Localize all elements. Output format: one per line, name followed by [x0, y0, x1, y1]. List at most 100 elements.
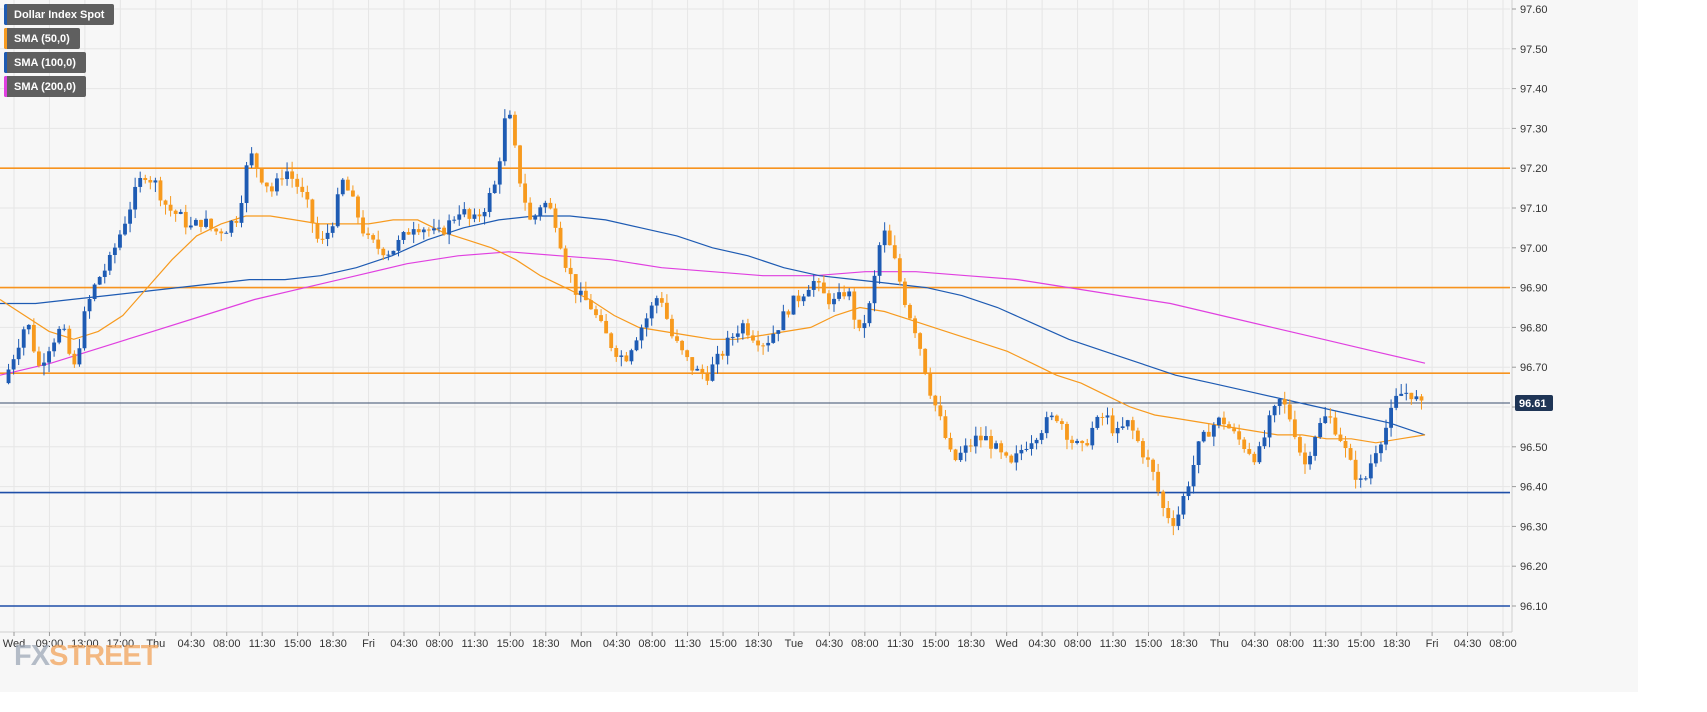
x-tick-label: Thu — [1210, 638, 1229, 650]
candle-body — [827, 293, 831, 305]
candle-body — [1080, 440, 1085, 444]
candle-body — [973, 435, 978, 447]
candle-body — [664, 302, 669, 319]
candle-body — [1303, 452, 1307, 465]
x-tick-label: 15:00 — [922, 638, 950, 650]
candles — [6, 109, 1424, 536]
candle-body — [943, 416, 948, 438]
x-tick-label: Fri — [362, 638, 375, 650]
legend-swatch — [4, 76, 7, 97]
candle-body — [209, 218, 214, 229]
candle-body — [670, 318, 674, 337]
candle-body — [193, 219, 198, 226]
candle-body — [1201, 431, 1206, 442]
candle-body — [1196, 441, 1201, 465]
legend-item-sma-200[interactable]: SMA (200,0) — [4, 76, 86, 97]
candle-body — [619, 355, 624, 357]
sma-200-line — [0, 251, 1426, 376]
candle-body — [766, 342, 771, 346]
candle-body — [107, 254, 112, 271]
candle-body — [730, 336, 735, 338]
x-tick-label: 18:30 — [957, 638, 985, 650]
candle-body — [325, 232, 330, 239]
candle-body — [1379, 444, 1383, 454]
candle-body — [1409, 392, 1414, 400]
candle-body — [305, 191, 310, 200]
candle-body — [837, 292, 841, 299]
candle-body — [649, 305, 654, 319]
candle-body — [1095, 416, 1100, 428]
candle-body — [158, 180, 163, 201]
x-tick-label: Wed — [995, 638, 1017, 650]
candle-body — [376, 239, 381, 249]
candle-body — [568, 267, 573, 275]
candle-body — [118, 234, 122, 248]
candle-body — [204, 218, 208, 227]
candle-body — [254, 153, 259, 169]
candle-body — [138, 177, 143, 187]
candle-body — [426, 229, 431, 231]
candle-body — [219, 231, 224, 234]
candle-body — [42, 362, 46, 366]
candle-body — [573, 274, 578, 295]
candle-body — [1328, 416, 1333, 418]
candle-body — [502, 118, 507, 162]
candle-body — [989, 435, 993, 449]
candle-body — [523, 183, 528, 203]
candle-body — [877, 245, 882, 276]
candle-body — [695, 368, 700, 371]
x-tick-label: 04:30 — [603, 638, 631, 650]
y-tick-label: 96.80 — [1520, 322, 1548, 334]
candle-body — [1211, 425, 1216, 437]
candle-body — [1166, 507, 1171, 519]
legend-item-sma-50[interactable]: SMA (50,0) — [4, 28, 80, 49]
candle-body — [168, 204, 173, 211]
candle-body — [188, 225, 193, 228]
candle-body — [320, 238, 325, 240]
candle-body — [11, 359, 16, 370]
candle-body — [1247, 449, 1252, 454]
candle-body — [1373, 453, 1378, 464]
grid-lines — [0, 0, 1510, 632]
y-tick-label: 96.20 — [1520, 561, 1548, 573]
candle-body — [1368, 463, 1373, 479]
candle-body — [1090, 427, 1095, 446]
candle-body — [1075, 440, 1080, 444]
sma-lines — [0, 215, 1426, 444]
candle-body — [133, 186, 138, 210]
candle-body — [214, 228, 219, 232]
candle-body — [16, 347, 21, 360]
candle-body — [1054, 415, 1059, 422]
candle-body — [62, 328, 67, 330]
candle-body — [1156, 471, 1161, 492]
x-tick-label: 08:00 — [638, 638, 666, 650]
current-price-tag: 96.61 — [1515, 395, 1553, 412]
candle-body — [295, 178, 300, 187]
candle-body — [816, 281, 821, 283]
candle-body — [675, 336, 679, 341]
candle-body — [928, 373, 933, 396]
legend-item-dollar-index[interactable]: Dollar Index Spot — [4, 4, 115, 25]
candle-body — [1151, 459, 1155, 472]
candle-body — [244, 165, 249, 204]
candle-body — [1227, 424, 1231, 429]
candle-body — [700, 368, 705, 374]
candle-body — [315, 223, 320, 239]
candle-body — [563, 248, 568, 268]
y-tick-label: 97.10 — [1520, 203, 1548, 215]
candle-body — [847, 291, 852, 297]
candle-body — [57, 328, 62, 343]
candle-body — [21, 329, 26, 348]
candle-body — [578, 290, 583, 295]
candle-body — [1100, 416, 1105, 418]
candle-body — [330, 226, 335, 233]
candle-body — [1399, 393, 1404, 396]
candle-body — [26, 324, 31, 330]
legend-item-sma-100[interactable]: SMA (100,0) — [4, 52, 86, 73]
candle-body — [199, 219, 203, 227]
candle-body — [756, 340, 760, 346]
candle-body — [543, 202, 548, 208]
candle-body — [745, 323, 750, 336]
candle-body — [1232, 428, 1237, 432]
